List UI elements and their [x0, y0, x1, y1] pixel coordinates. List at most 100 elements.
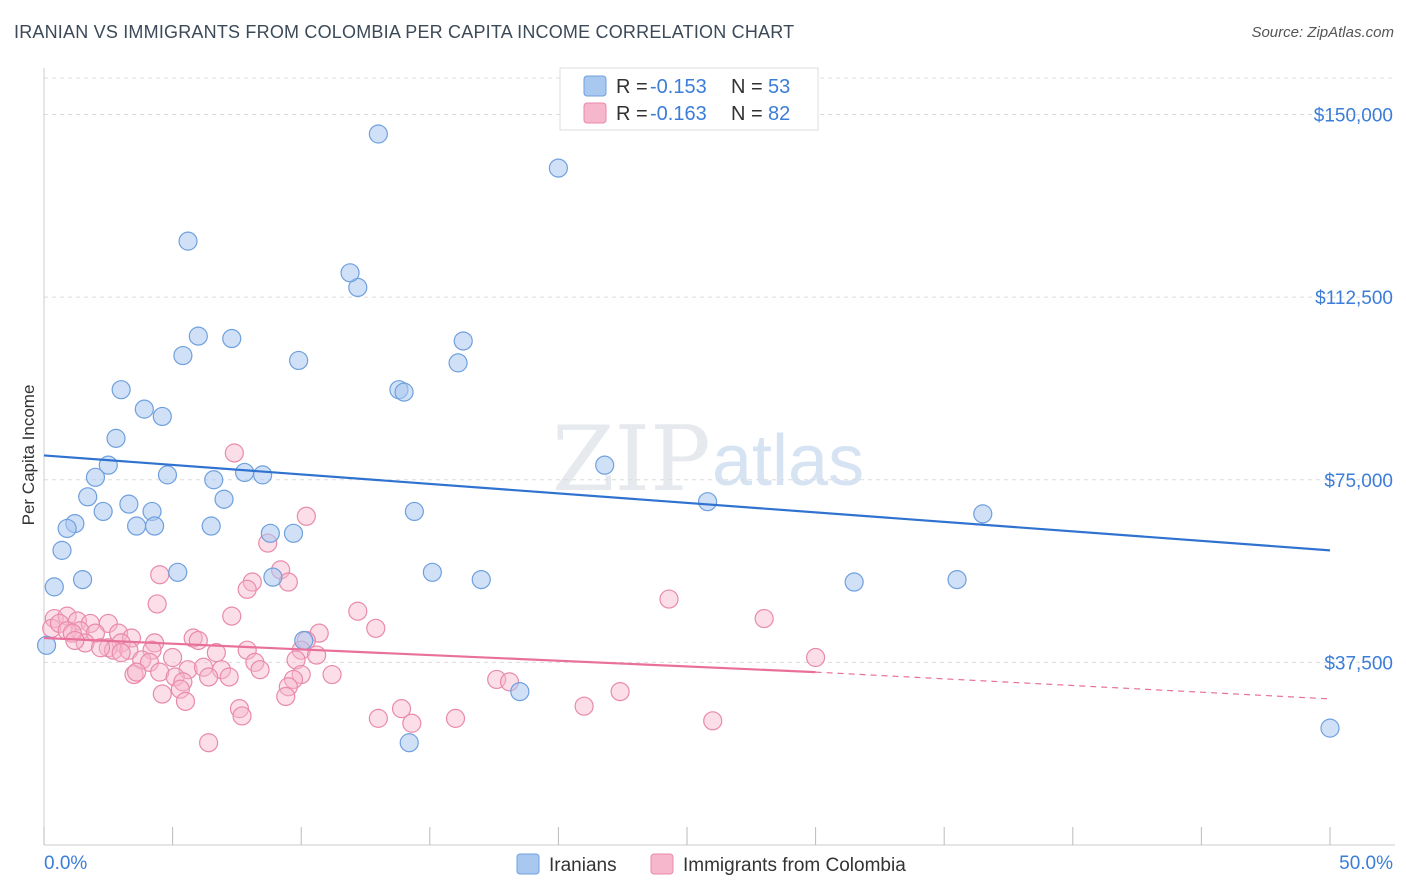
colombia-point	[366, 618, 386, 638]
colombia-point	[173, 672, 193, 692]
colombia-point	[402, 713, 422, 733]
legend-swatch-iranians	[583, 75, 607, 97]
iranian-point	[1320, 718, 1340, 738]
iranian-point	[595, 455, 615, 475]
iranian-point	[548, 158, 569, 178]
legend-r-label-1: R =	[616, 76, 648, 98]
iranian-point	[134, 399, 154, 419]
y-tick-label: $37,500	[1324, 653, 1393, 674]
colombia-point	[150, 662, 170, 682]
iranian-point	[78, 487, 98, 507]
colombia-point	[163, 647, 183, 668]
colombia-point	[124, 664, 144, 685]
series-legend: Iranians Immigrants from Colombia	[516, 853, 906, 876]
iranian-point	[93, 501, 113, 522]
iranian-point	[44, 577, 64, 597]
colombia-point	[237, 640, 257, 660]
iranian-point	[36, 635, 57, 655]
correlation-legend: R = -0.153 N = 53 R = -0.163 N = 82	[559, 67, 819, 131]
iranian-point	[453, 331, 473, 351]
legend-n-label-2: N =	[731, 103, 763, 125]
colombia-point	[90, 638, 111, 658]
trendlines	[43, 454, 1331, 700]
colombia-point	[150, 565, 170, 585]
bottom-legend-swatch-colombia	[650, 853, 674, 875]
iranian-point	[201, 516, 221, 536]
iranian-point	[214, 489, 234, 509]
legend-n-value-1: 53	[768, 76, 790, 98]
colombia-point	[348, 601, 368, 621]
iranian-point	[152, 406, 172, 427]
colombia-point	[111, 643, 131, 663]
iranian-point	[283, 523, 304, 543]
iranian-point	[126, 516, 147, 536]
colombia-point	[98, 613, 118, 634]
bottom-legend-swatch-iranians	[516, 853, 540, 875]
iranian-point	[471, 569, 491, 590]
colombia-point	[175, 691, 196, 711]
iranian-point	[422, 562, 442, 582]
iranian-point	[697, 492, 718, 512]
colombia-point	[276, 686, 296, 707]
iranian-point	[404, 501, 424, 522]
colombia-point	[142, 640, 162, 660]
iranian-point	[144, 516, 165, 536]
iranian-point	[294, 630, 314, 651]
iranian-trendline	[43, 454, 1331, 552]
colombia-point	[250, 660, 270, 680]
iranian-point	[72, 569, 93, 590]
legend-n-label-1: N =	[731, 76, 763, 98]
colombia-point	[659, 589, 679, 609]
iranian-point	[111, 380, 131, 400]
axes: $37,500 $75,000 $112,500 $150,000 0.0% 50.0%	[43, 68, 1395, 874]
colombia-point	[183, 628, 203, 648]
colombia-point	[286, 650, 306, 670]
iranian-point	[85, 467, 106, 487]
iranian-point	[106, 428, 126, 448]
iranian-point	[253, 465, 273, 485]
colombia-point	[222, 606, 242, 626]
iranian-point	[119, 494, 139, 514]
iranian-points	[36, 124, 1340, 753]
y-tick-label: $150,000	[1314, 106, 1393, 127]
colombia-point	[224, 443, 244, 463]
iranian-point	[973, 504, 993, 524]
colombia-point	[147, 594, 167, 614]
iranian-point	[235, 462, 255, 483]
colombia-point	[219, 667, 239, 687]
colombia-point	[126, 662, 147, 682]
iranian-point	[448, 353, 468, 373]
y-tick-label: $112,500	[1315, 288, 1393, 309]
colombia-point	[805, 647, 826, 668]
colombia-point	[232, 706, 252, 726]
iranian-point	[289, 350, 309, 371]
colombia-point	[703, 711, 723, 731]
colombia-point	[610, 681, 630, 702]
iranian-point	[340, 263, 360, 283]
iranian-point	[204, 470, 224, 490]
iranian-point	[157, 465, 178, 485]
colombia-point	[229, 699, 250, 719]
bottom-legend-label-colombia: Immigrants from Colombia	[683, 855, 906, 876]
colombia-point	[98, 638, 118, 658]
iranian-point	[222, 328, 242, 349]
colombia-point	[139, 652, 160, 672]
iranian-point	[168, 562, 188, 582]
bottom-legend-label-iranians: Iranians	[549, 855, 617, 876]
iranian-point	[52, 540, 72, 560]
x-tick-label-min: 0.0%	[44, 853, 87, 874]
legend-swatch-colombia	[583, 102, 607, 124]
watermark-zip: ZIP	[552, 407, 711, 512]
x-tick-label-max: 50.0%	[1339, 853, 1393, 874]
iranian-point	[178, 231, 198, 251]
colombia-point	[62, 623, 82, 643]
iranian-point	[394, 382, 414, 402]
colombia-point	[199, 733, 219, 753]
source-credit: Source: ZipAtlas.com	[1251, 24, 1394, 41]
colombia-point	[322, 664, 342, 685]
colombia-point	[170, 679, 190, 699]
colombia-point	[85, 623, 106, 643]
colombia-point	[237, 579, 257, 599]
colombia-point	[754, 608, 774, 629]
y-tick-label: $75,000	[1324, 471, 1393, 492]
